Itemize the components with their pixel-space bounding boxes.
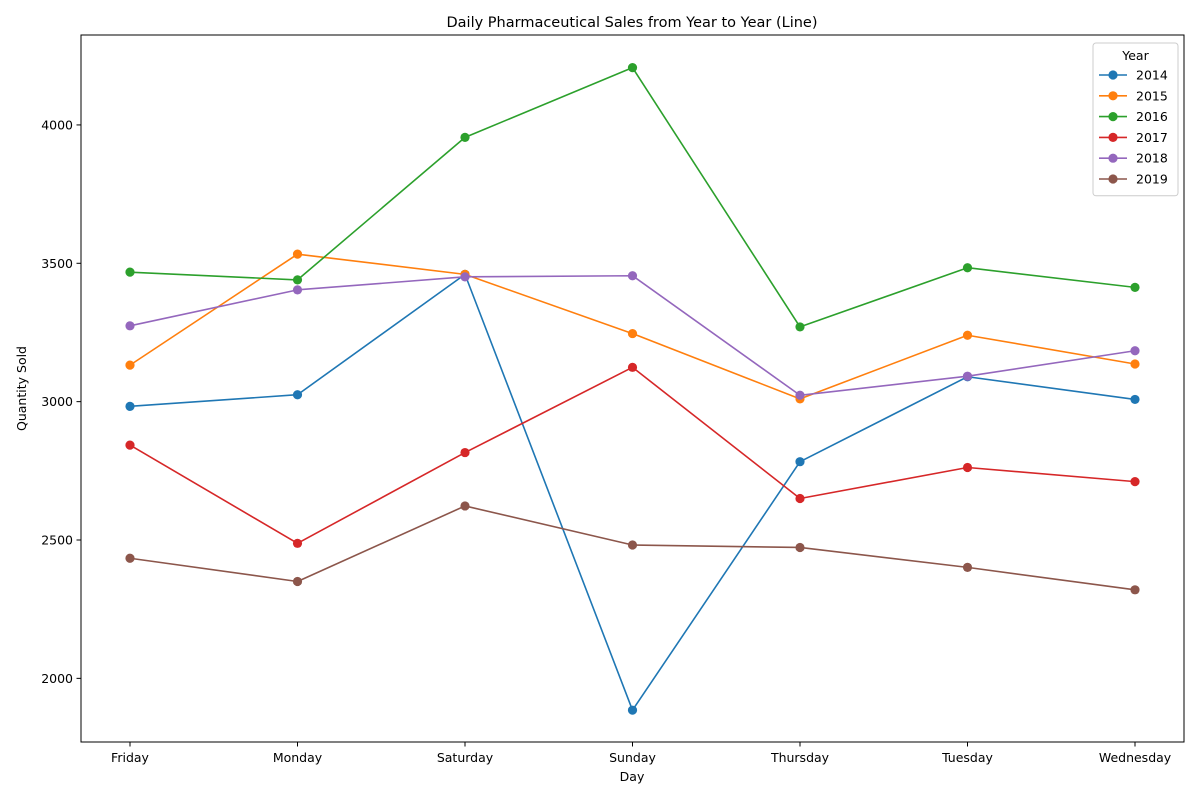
y-tick-label: 4000 [41, 117, 73, 132]
data-point-2016-monday [292, 275, 303, 285]
series-line-2014 [129, 273, 1136, 711]
data-point-2017-wednesday [1130, 477, 1140, 487]
chart-title: Daily Pharmaceutical Sales from Year to … [447, 15, 818, 31]
data-point-2015-tuesday [962, 330, 973, 340]
data-point-2016-saturday [460, 132, 470, 142]
legend-label-2014: 2014 [1136, 68, 1168, 83]
data-point-2017-friday [125, 440, 135, 450]
data-point-2017-sunday [627, 362, 638, 372]
data-point-2018-friday [125, 321, 135, 331]
legend-marker-2014 [1108, 70, 1118, 80]
x-tick-label: Tuesday [941, 750, 993, 765]
data-point-2015-wednesday [1130, 359, 1140, 369]
data-point-2017-saturday [460, 447, 470, 458]
data-point-2015-friday [125, 360, 135, 370]
data-point-2014-friday [125, 401, 135, 411]
data-point-2018-sunday [627, 271, 638, 281]
data-point-2014-sunday [627, 705, 638, 715]
data-point-2017-monday [292, 538, 303, 548]
data-point-2016-friday [125, 267, 135, 277]
data-point-2018-monday [292, 285, 303, 295]
data-point-2017-tuesday [962, 462, 973, 473]
data-point-2019-saturday [460, 501, 470, 511]
legend-marker-2019 [1108, 174, 1118, 184]
legend-title: Year [1121, 48, 1149, 63]
data-point-2018-thursday [795, 390, 805, 400]
data-point-2016-sunday [627, 63, 638, 73]
x-tick-label: Saturday [437, 750, 494, 765]
legend: Year 2014 2015 2016 2017 2018 2019 [1092, 42, 1179, 197]
data-point-2017-thursday [795, 493, 805, 504]
legend-label-2017: 2017 [1136, 130, 1168, 145]
data-point-2014-wednesday [1130, 394, 1140, 405]
data-point-2019-sunday [627, 540, 638, 550]
data-point-2019-wednesday [1130, 585, 1140, 595]
data-point-2018-saturday [460, 272, 470, 282]
x-tick-label: Wednesday [1099, 750, 1172, 765]
legend-marker-2018 [1108, 153, 1118, 163]
y-tick-label: 2500 [41, 533, 73, 548]
plot-frame [80, 34, 1185, 743]
data-point-2016-tuesday [962, 263, 973, 273]
y-tick-label: 2000 [41, 671, 73, 686]
data-point-2019-tuesday [962, 562, 973, 572]
x-axis-label: Day [620, 769, 645, 784]
y-tick-label: 3500 [41, 256, 73, 271]
legend-label-2016: 2016 [1136, 109, 1168, 124]
data-point-2018-wednesday [1130, 346, 1140, 356]
legend-marker-2015 [1108, 91, 1118, 101]
data-point-2015-sunday [627, 328, 638, 339]
data-point-2019-monday [292, 576, 303, 587]
data-point-2019-friday [125, 553, 135, 563]
series-line-2017 [129, 366, 1136, 545]
x-tick-label: Friday [111, 750, 149, 765]
data-point-2016-wednesday [1130, 282, 1140, 292]
series-line-2016 [129, 66, 1136, 328]
y-axis-label: Quantity Sold [14, 346, 29, 431]
legend-marker-2016 [1108, 112, 1118, 122]
legend-label-2019: 2019 [1136, 172, 1168, 187]
x-tick-label: Thursday [770, 750, 830, 765]
x-tick-label: Sunday [609, 750, 656, 765]
data-point-2016-thursday [795, 322, 805, 332]
y-tick-label: 3000 [41, 394, 73, 409]
legend-marker-2017 [1108, 132, 1118, 142]
x-tick-label: Monday [273, 750, 323, 765]
legend-label-2018: 2018 [1136, 151, 1168, 166]
plot-layer: Friday Monday Saturday Sunday Thursday Tuesda… [41, 34, 1185, 765]
data-point-2019-thursday [795, 542, 805, 553]
data-point-2018-tuesday [962, 371, 973, 381]
data-point-2015-monday [292, 249, 303, 259]
data-point-2014-thursday [795, 457, 805, 467]
legend-label-2015: 2015 [1136, 88, 1168, 103]
data-point-2014-monday [292, 390, 303, 400]
